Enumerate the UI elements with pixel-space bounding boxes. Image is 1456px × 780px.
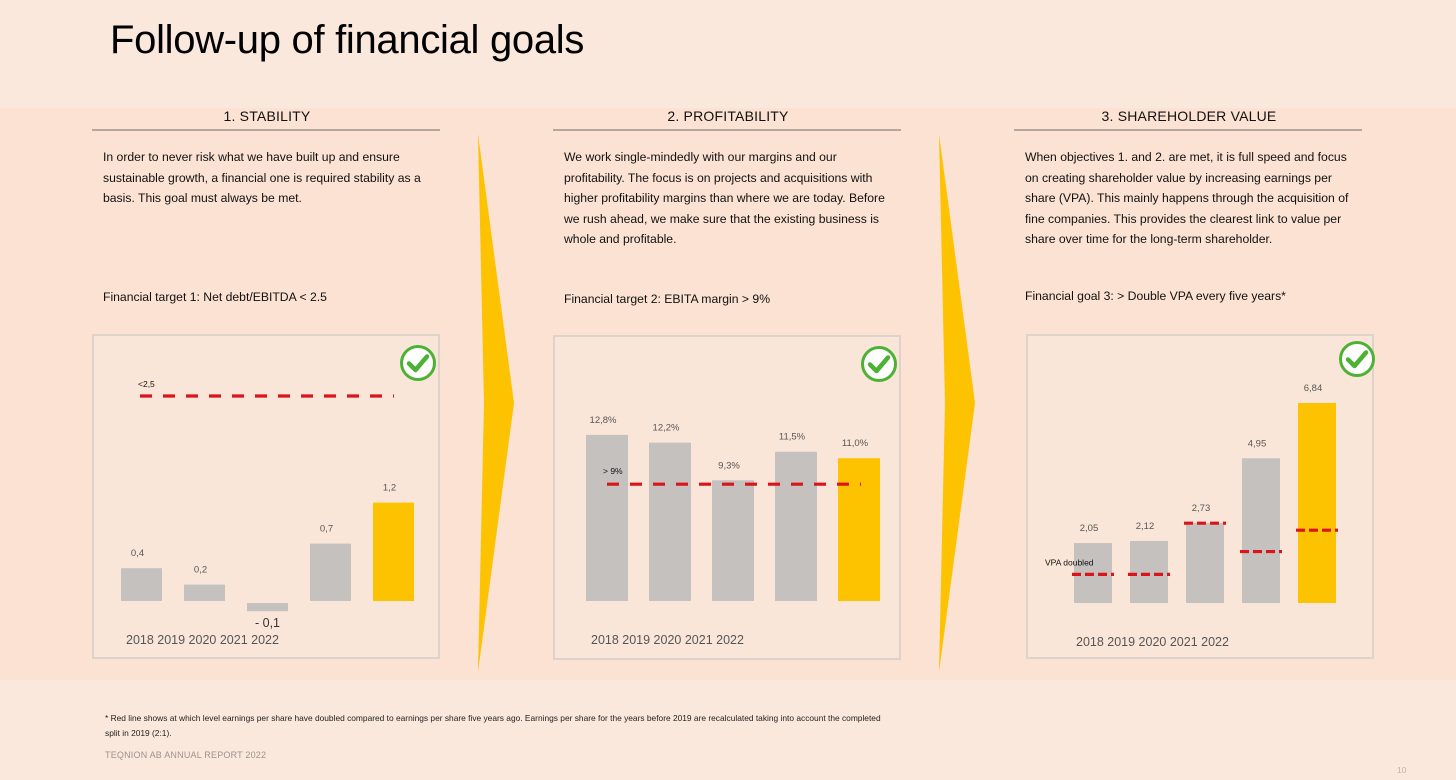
data-label-2022: 1,2 <box>383 483 396 494</box>
panel-heading: 3. SHAREHOLDER VALUE <box>1101 108 1277 124</box>
bar-2018 <box>121 568 162 601</box>
target-line-label: > 9% <box>603 466 623 476</box>
data-label-2021: 11,5% <box>779 432 806 443</box>
chart-svg: 0,4 0,2 - 0,1 0,7 1,2 <2,5 2018 2019 2020 2021… <box>121 379 414 647</box>
financial-target: Financial target 1: Net debt/EBITDA < 2.… <box>103 290 327 304</box>
bar-2020 <box>1186 523 1224 603</box>
data-label-2018: 0,4 <box>131 548 144 559</box>
bar-2022 <box>838 458 880 601</box>
bar-2021 <box>775 451 817 601</box>
bar-2020 <box>247 603 288 612</box>
data-label-2021: 4,95 <box>1248 438 1267 449</box>
x-axis-years: 2018 2019 2020 2021 2022 <box>1076 635 1229 649</box>
check-circle-icon <box>400 345 436 381</box>
chevron-right-arrow-icon <box>478 134 514 672</box>
bar-2021 <box>1242 458 1280 603</box>
check-circle-icon <box>1339 341 1375 377</box>
bar-2019 <box>649 442 691 601</box>
chart-svg: 12,8% 12,2% 9,3% 11,5% 11,0% > 9% 2018 2019 20… <box>586 415 880 647</box>
data-label-2018: 12,8% <box>590 415 617 426</box>
doubling-label: VPA doubled <box>1045 557 1094 567</box>
heading-divider <box>553 129 901 131</box>
panel-shareholder-value: 3. SHAREHOLDER VALUE When objectives 1. … <box>1014 108 1375 668</box>
data-label-2020: 9,3% <box>718 460 740 471</box>
bar-2020 <box>712 480 754 601</box>
page-number: 10 <box>1397 765 1407 775</box>
heading-divider <box>1014 129 1362 131</box>
data-label-2020: 2,73 <box>1192 503 1211 514</box>
data-label-2018: 2,05 <box>1080 523 1099 534</box>
chart-svg: 2,05 2,12 2,73 4,95 6,84 VPA doubled 2018 2019… <box>1045 383 1338 649</box>
data-label-2021: 0,7 <box>320 524 333 535</box>
financial-target: Financial target 2: EBITA margin > 9% <box>564 292 771 306</box>
chart-net-debt-ebitda: 0,4 0,2 - 0,1 0,7 1,2 <2,5 2018 2019 2020 2021… <box>92 334 440 659</box>
target-line-label: <2,5 <box>138 379 155 389</box>
data-label-2019: 2,12 <box>1136 521 1155 532</box>
panel-profitability: 2. PROFITABILITY We work single-mindedly… <box>553 108 903 668</box>
panel-stability: 1. STABILITY In order to never risk what… <box>92 108 442 668</box>
bar-2019 <box>184 584 225 601</box>
bar-2021 <box>310 543 351 601</box>
check-circle-icon <box>861 346 897 382</box>
bar-2022 <box>1298 402 1336 603</box>
data-label-2020: - 0,1 <box>255 616 280 630</box>
chevron-right-arrow-icon <box>939 134 975 672</box>
panel-description: We work single-mindedly with our margins… <box>564 150 885 246</box>
x-axis-years: 2018 2019 2020 2021 2022 <box>126 633 279 647</box>
data-label-2019: 12,2% <box>653 423 680 434</box>
chart-earnings-per-share: 2,05 2,12 2,73 4,95 6,84 VPA doubled 2018 2019… <box>1026 334 1375 659</box>
heading-divider <box>92 129 440 131</box>
panel-heading: 2. PROFITABILITY <box>667 108 789 124</box>
x-axis-years: 2018 2019 2020 2021 2022 <box>591 633 744 647</box>
bar-2019 <box>1130 541 1168 603</box>
panel-heading: 1. STABILITY <box>223 108 311 124</box>
data-label-2022: 6,84 <box>1304 383 1323 394</box>
bar-2018 <box>586 434 628 601</box>
panel-description: When objectives 1. and 2. are met, it is… <box>1025 150 1349 246</box>
panel-description: In order to never risk what we have buil… <box>103 150 421 205</box>
chart-ebita-margin: 12,8% 12,2% 9,3% 11,5% 11,0% > 9% 2018 2019 20… <box>553 335 901 660</box>
data-label-2022: 11,0% <box>842 438 869 449</box>
report-source: TEQNION AB ANNUAL REPORT 2022 <box>105 750 267 760</box>
footnote: * Red line shows at which level earnings… <box>105 713 881 738</box>
financial-target: Financial goal 3: > Double VPA every fiv… <box>1025 289 1286 303</box>
bar-2022 <box>373 502 414 601</box>
page-title: Follow-up of financial goals <box>110 18 585 62</box>
data-label-2019: 0,2 <box>194 565 207 576</box>
